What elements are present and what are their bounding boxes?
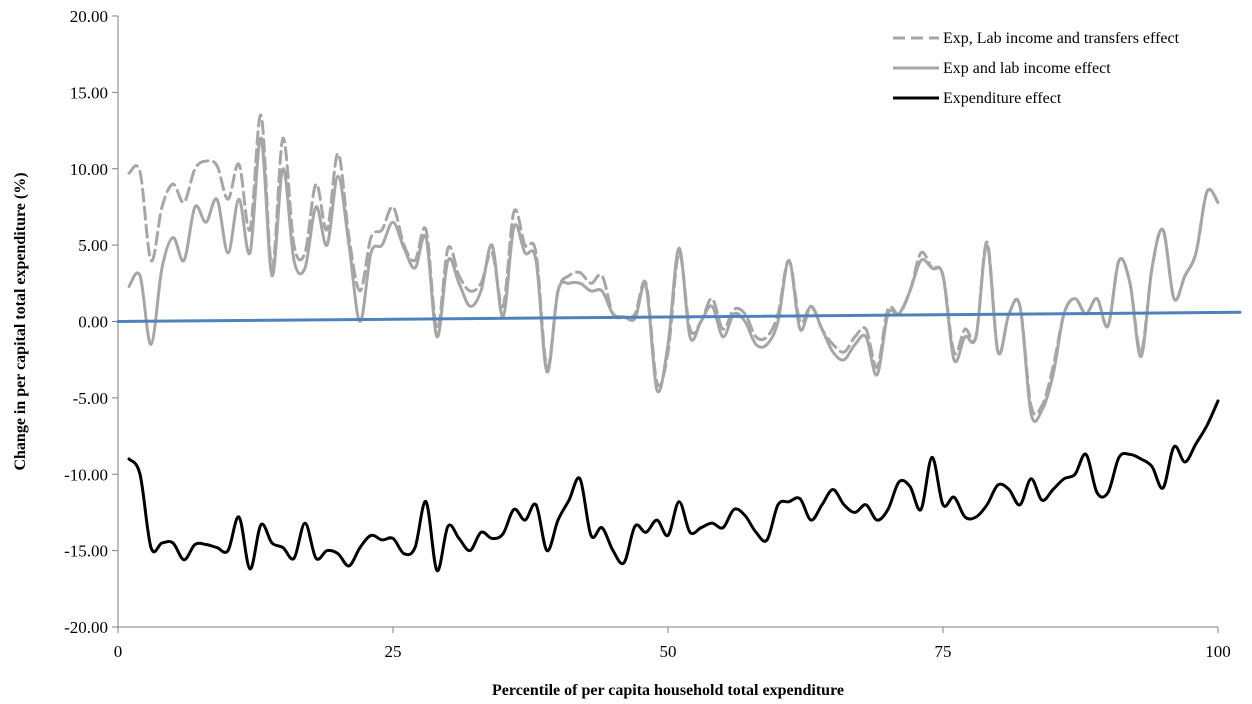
legend-label: Exp and lab income effect xyxy=(943,60,1111,77)
x-tick-label: 100 xyxy=(1205,642,1231,661)
series-line-1 xyxy=(127,136,1220,423)
y-tick-label: 15.00 xyxy=(70,83,108,102)
y-tick-label: -15.00 xyxy=(64,542,108,561)
y-tick-label: 20.00 xyxy=(70,7,108,26)
x-axis-ticks: 0 25 50 75 100 xyxy=(114,627,1231,661)
y-tick-label: -10.00 xyxy=(64,465,108,484)
trend-line xyxy=(116,310,1242,323)
y-tick-label: -20.00 xyxy=(64,618,108,637)
y-tick-label: 0.00 xyxy=(78,313,108,332)
x-tick-label: 50 xyxy=(660,642,677,661)
y-tick-label: -5.00 xyxy=(73,389,108,408)
legend-label: Expenditure effect xyxy=(943,90,1062,107)
legend-label: Exp, Lab income and transfers effect xyxy=(943,30,1180,47)
series-lines xyxy=(116,113,1242,573)
x-axis-title: Percentile of per capita household total… xyxy=(492,682,844,699)
x-tick-label: 0 xyxy=(114,642,123,661)
y-axis-ticks: 20.00 15.00 10.00 5.00 0.00 -5.00 -10.00 -15.00… xyxy=(64,7,118,637)
series-line-2 xyxy=(127,399,1220,573)
x-tick-label: 25 xyxy=(385,642,402,661)
y-tick-label: 10.00 xyxy=(70,160,108,179)
legend: Exp, Lab income and transfers effect Exp … xyxy=(893,30,1180,107)
x-tick-label: 75 xyxy=(935,642,952,661)
y-tick-label: 5.00 xyxy=(78,236,108,255)
y-axis-title: Change in per capital total expenditure … xyxy=(12,172,29,470)
